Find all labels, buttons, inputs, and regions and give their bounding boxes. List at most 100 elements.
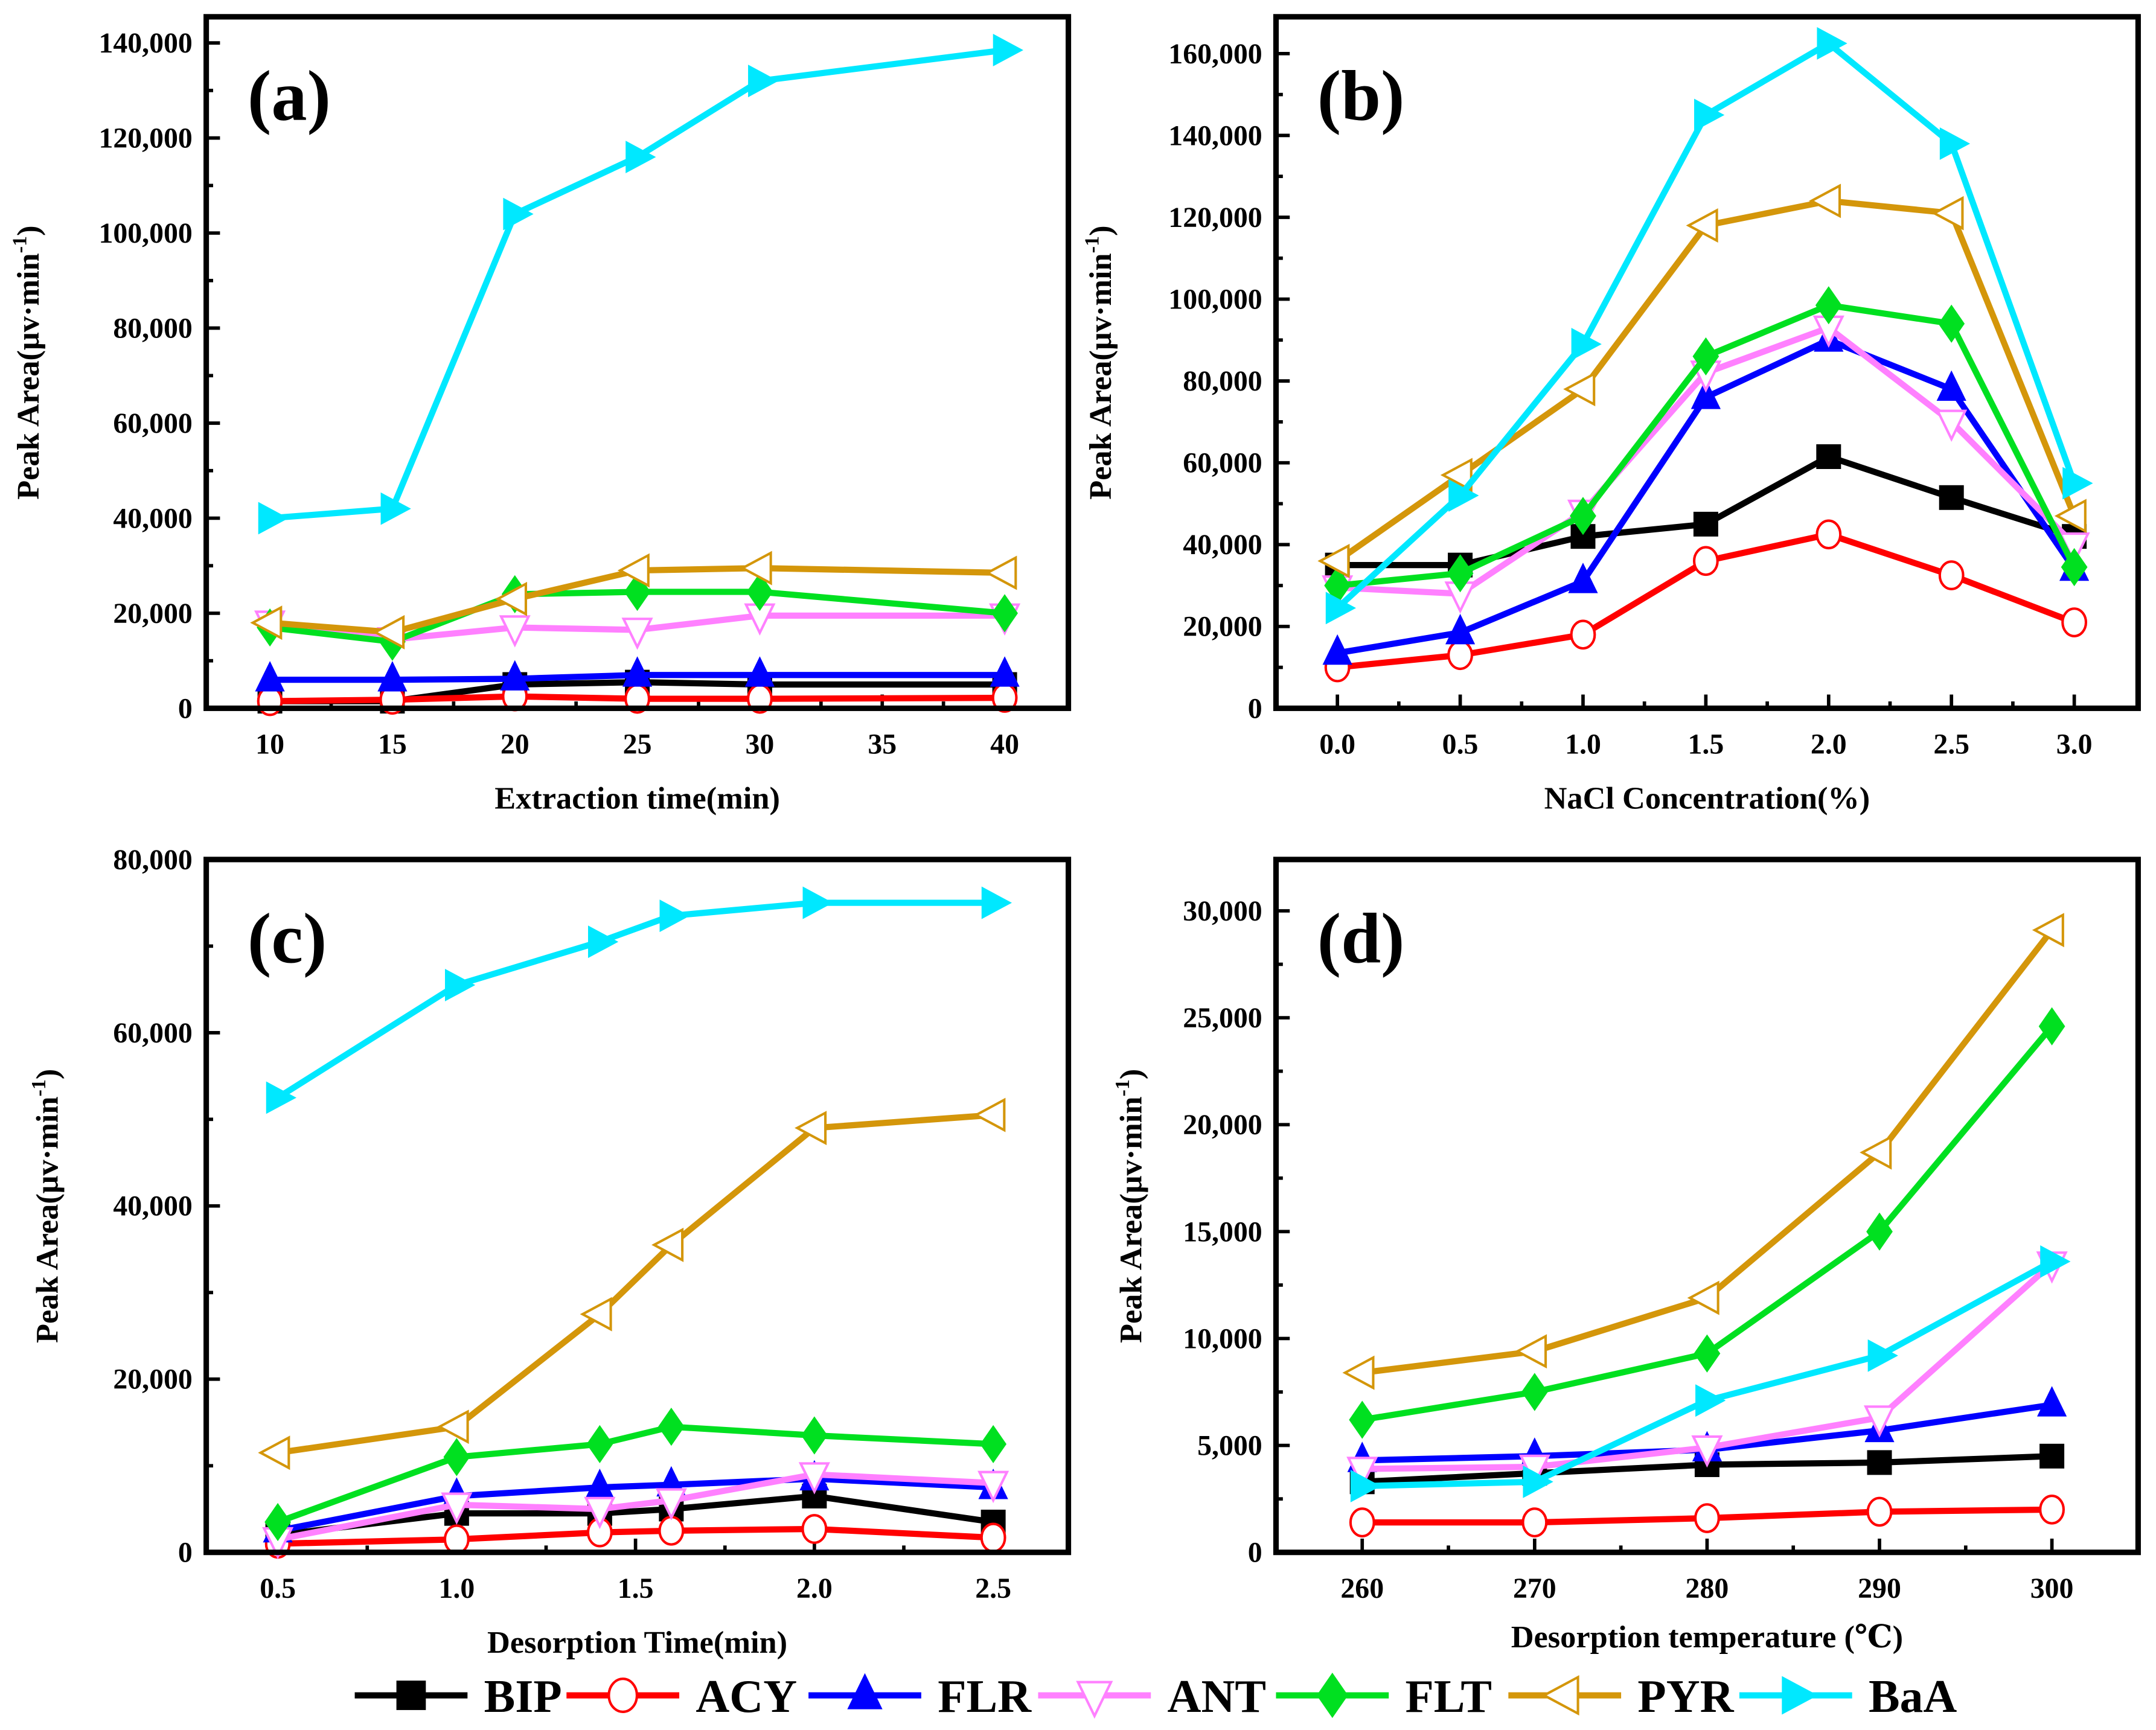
data-point-baa (993, 33, 1023, 66)
y-tick-label: 140,000 (98, 27, 192, 59)
data-point-pyr (2054, 499, 2087, 534)
data-point-pyr (1563, 372, 1596, 407)
y-tick-label: 120,000 (1168, 202, 1262, 234)
data-point-baa (659, 899, 690, 933)
data-point-baa (802, 886, 833, 919)
data-point-ant (621, 618, 653, 650)
data-point-bip (1816, 444, 1841, 470)
data-point-baa (1694, 98, 1725, 132)
y-axis-label: Peak Area(μv·min-1) (28, 1069, 65, 1343)
y-tick-label: 15,000 (1183, 1216, 1262, 1248)
x-axis-label: Desorption temperature (℃) (1511, 1620, 1903, 1655)
legend-item-pyr: PYR (1508, 1670, 1735, 1722)
data-point-flt (801, 1416, 828, 1455)
data-point-flr (255, 661, 285, 692)
data-point-acy (1521, 1507, 1548, 1537)
data-point-flr (377, 661, 408, 692)
data-point-flt (1521, 1373, 1548, 1411)
legend-label: FLR (938, 1670, 1032, 1722)
y-tick-label: 40,000 (1183, 529, 1262, 561)
data-point-bip (1939, 485, 1964, 510)
x-tick-label: 270 (1513, 1572, 1556, 1604)
legend-item-ant: ANT (1038, 1670, 1266, 1722)
x-tick-label: 10 (255, 729, 284, 761)
data-point-pyr (1808, 184, 1841, 219)
x-tick-label: 1.5 (618, 1572, 654, 1604)
data-point-pyr (2032, 913, 2064, 948)
data-point-flt (1570, 497, 1596, 535)
x-tick-label: 2.0 (796, 1572, 833, 1604)
data-point-flt (746, 572, 773, 611)
chart-panel-d: 260 270 280 290 300 0 5,000 10,000 15,000 20,000 2… (1112, 857, 2141, 1655)
panel-label: (c) (248, 899, 327, 978)
data-point-baa (981, 886, 1012, 919)
data-point-baa (1448, 479, 1479, 512)
data-point-baa (1817, 27, 1847, 60)
data-point-flt (264, 1502, 291, 1542)
y-axis-label-close: ) (11, 225, 46, 235)
data-point-baa (258, 502, 289, 535)
y-tick-label: 80,000 (113, 844, 192, 876)
plot-frame (1273, 857, 2141, 1556)
series-pyr (1317, 184, 2087, 578)
x-tick-label: 1.0 (438, 1572, 475, 1604)
data-point-flr (1322, 634, 1352, 665)
y-tick-label: 25,000 (1183, 1002, 1262, 1034)
series-flr (255, 656, 1020, 692)
data-point-ant (977, 1470, 1009, 1504)
data-point-pyr (1342, 1355, 1375, 1390)
data-point-baa (588, 925, 619, 959)
legend-item-bip: BIP (354, 1670, 562, 1722)
series-line-flr (270, 672, 1005, 683)
data-point-flt (1692, 337, 1719, 376)
data-point-ant (1863, 1405, 1896, 1438)
series-line-acy (270, 693, 1005, 704)
data-point-acy (1692, 546, 1719, 576)
data-point-pyr (740, 551, 772, 586)
data-point-baa (266, 1081, 296, 1114)
series-line-ant (277, 1471, 994, 1543)
panel-label: (a) (248, 56, 331, 136)
series-flt (1324, 286, 2088, 605)
data-point-baa (1523, 1465, 1553, 1498)
data-point-flt (586, 1425, 613, 1463)
data-point-baa (2040, 1245, 2071, 1278)
x-tick-label: 2.0 (1811, 729, 1847, 761)
series-baa (266, 886, 1012, 1114)
series-line-bip (277, 1493, 994, 1539)
legend-marker-square-filled-icon (396, 1681, 426, 1710)
y-tick-label: 40,000 (113, 502, 192, 534)
data-point-ant (1346, 1457, 1378, 1489)
data-point-baa (1939, 127, 1971, 160)
x-tick-label: 1.5 (1688, 729, 1724, 761)
y-tick-label: 100,000 (98, 217, 192, 249)
data-point-pyr (1440, 458, 1473, 493)
chart-panel-c: 0.5 1.0 1.5 2.0 2.5 0 20,000 40,000 60,000 80,000… (28, 844, 1072, 1660)
x-tick-label: 300 (2030, 1572, 2074, 1604)
legend-label: PYR (1637, 1670, 1734, 1722)
y-tick-label: 0 (178, 1537, 193, 1569)
y-tick-label: 30,000 (1183, 895, 1262, 927)
x-axis-label: Extraction time(min) (494, 781, 780, 816)
data-point-ant (441, 1492, 473, 1525)
x-tick-label: 1.0 (1565, 729, 1601, 761)
y-tick-label: 100,000 (1168, 283, 1262, 315)
data-point-flt (1349, 1400, 1376, 1439)
legend-item-baa: BaA (1739, 1670, 1957, 1722)
legend-marker-circle-open-icon (607, 1677, 638, 1713)
data-point-flr (744, 656, 775, 687)
y-axis-label-close: ) (1113, 1069, 1148, 1079)
legend-marker-triangle-down-open-icon (1076, 1681, 1113, 1719)
y-tick-label: 140,000 (1168, 120, 1262, 152)
y-tick-label: 0 (1248, 692, 1262, 724)
data-point-pyr (617, 553, 650, 588)
data-point-acy (1866, 1496, 1893, 1527)
series-line-baa (269, 46, 1005, 522)
data-point-flt (1694, 1334, 1721, 1373)
plot-frame (203, 857, 1072, 1556)
series-line-pyr (277, 1112, 994, 1456)
plot-frame (1273, 14, 2141, 711)
data-point-flr (1936, 370, 1966, 401)
x-tick-label: 25 (623, 729, 652, 761)
